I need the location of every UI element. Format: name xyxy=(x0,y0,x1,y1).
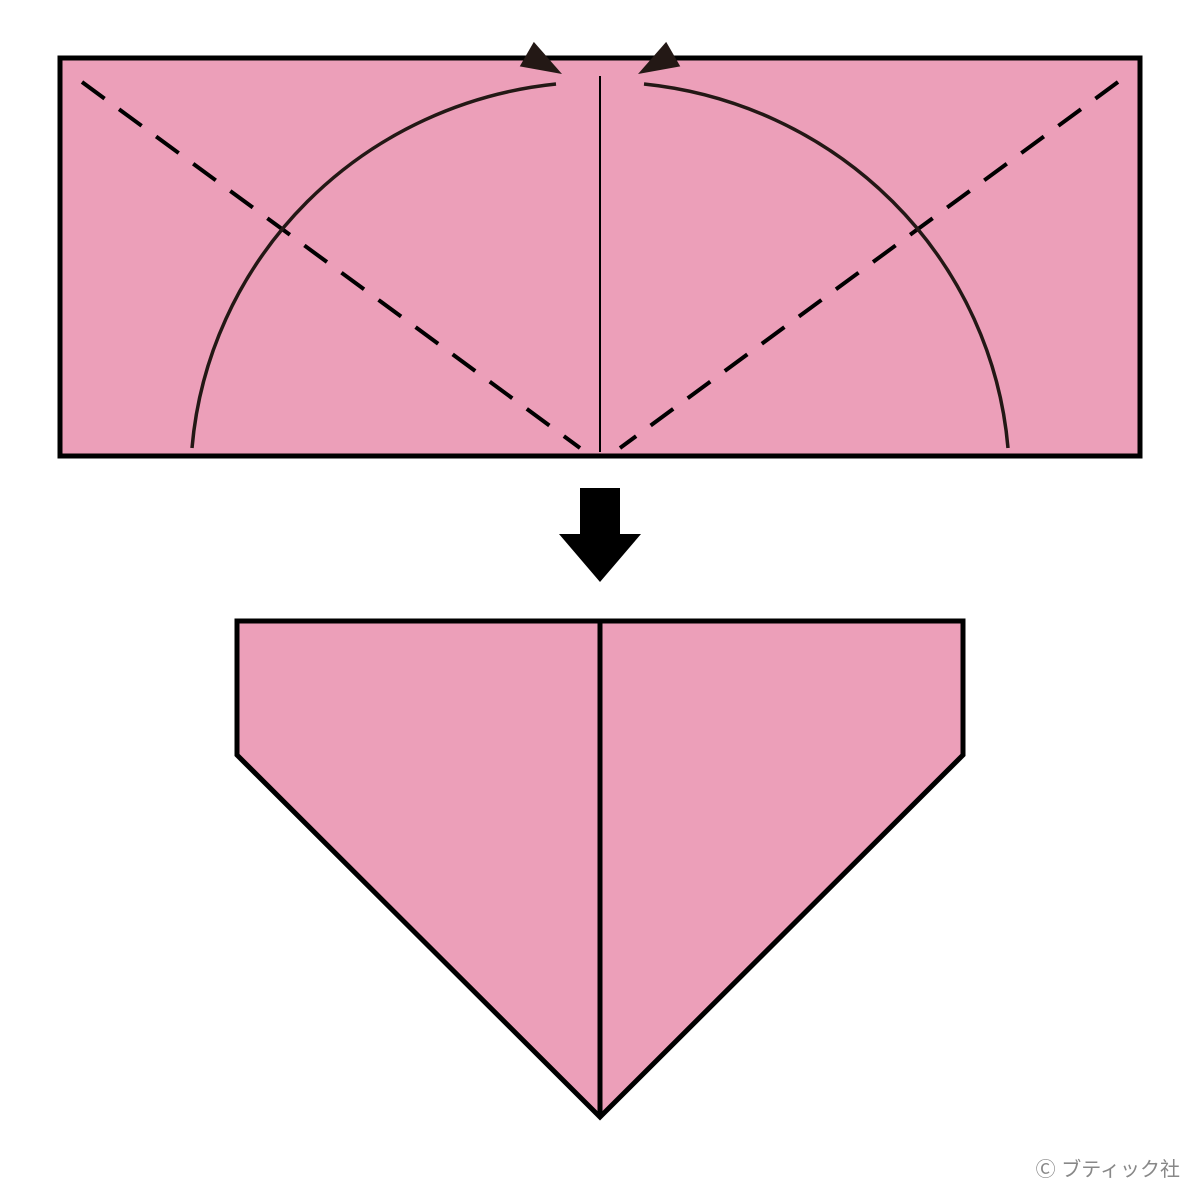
transition-arrow xyxy=(559,488,641,582)
copyright-text: Ⓒ ブティック社 xyxy=(1036,1153,1180,1182)
origami-diagram xyxy=(0,0,1200,1200)
